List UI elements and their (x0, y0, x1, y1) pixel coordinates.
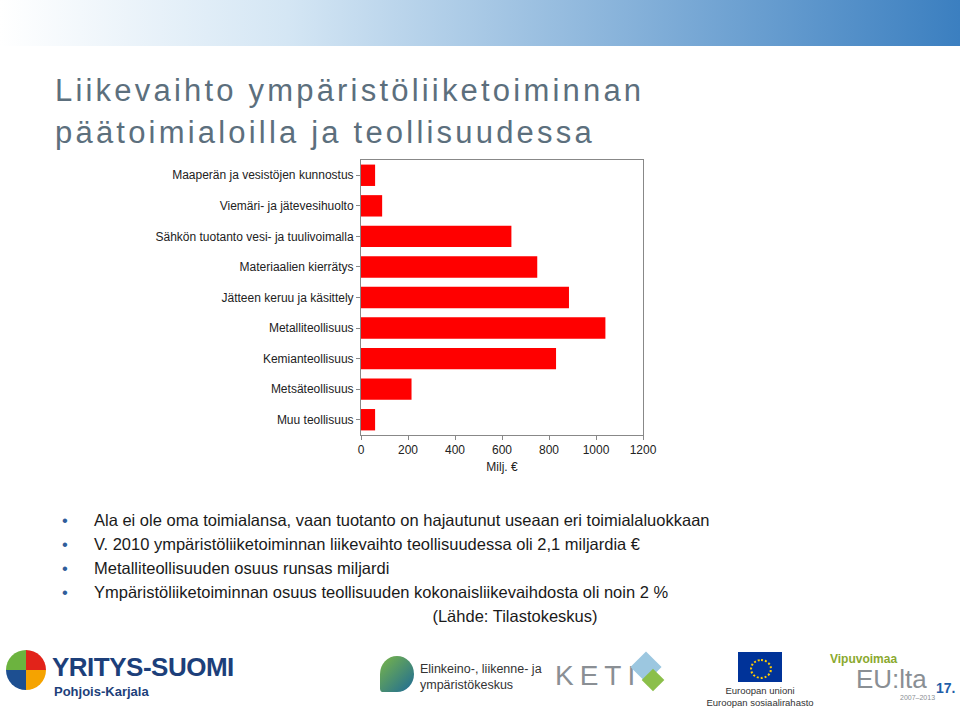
html-text:päätoimialoilla ja teollisuude: päätoimialoilla ja teollisuudessa (55, 115, 595, 150)
html-text:(Lähde: Tilastokeskus): (Lähde: Tilastokeskus) (432, 607, 598, 625)
svg-text:800: 800 (539, 443, 559, 457)
svg-text:Viemäri- ja jätevesihuolto: Viemäri- ja jätevesihuolto (220, 199, 354, 213)
svg-text:Materiaalien kierrätys: Materiaalien kierrätys (240, 260, 354, 274)
html-text:Metalliteollisuuden osuus runs: Metalliteollisuuden osuus runsas miljard… (94, 559, 390, 577)
svg-text:Kemianteollisuus: Kemianteollisuus (263, 352, 354, 366)
html-text:Ympäristöliiketoiminnan osuus: Ympäristöliiketoiminnan osuus teollisuud… (94, 583, 669, 601)
svg-text:Jätteen keruu ja käsittely: Jätteen keruu ja käsittely (222, 291, 354, 305)
svg-text:Metsäteollisuus: Metsäteollisuus (271, 382, 354, 396)
svg-text:Sähkön tuotanto vesi- ja tuuli: Sähkön tuotanto vesi- ja tuulivoimalla (155, 230, 353, 244)
html-text:2007–2013: 2007–2013 (900, 694, 935, 701)
html-text:Vipuvoimaa: Vipuvoimaa (830, 652, 898, 666)
html-text:Liikevaihto ympäristöliiketoim: Liikevaihto ympäristöliiketoiminnan (55, 73, 645, 108)
html-text:ympäristökeskus: ympäristökeskus (420, 678, 514, 692)
html-text:Euroopan unioni: Euroopan unioni (725, 685, 795, 696)
svg-text:Muu teollisuus: Muu teollisuus (277, 413, 354, 427)
svg-text:0: 0 (358, 443, 365, 457)
html-text:KETI: KETI (555, 660, 642, 691)
html-text:Ala ei ole oma toimialansa, va: Ala ei ole oma toimialansa, vaan tuotant… (94, 511, 710, 529)
svg-text:400: 400 (445, 443, 465, 457)
svg-text:200: 200 (398, 443, 418, 457)
html-text:Elinkeino-, liikenne- ja: Elinkeino-, liikenne- ja (420, 662, 542, 676)
svg-text:Maaperän ja vesistöjen kunnost: Maaperän ja vesistöjen kunnostus (172, 168, 353, 182)
html-text:17.: 17. (936, 680, 956, 696)
html-text:V. 2010 ympäristöliiketoiminna: V. 2010 ympäristöliiketoiminnan liikevai… (94, 535, 640, 553)
svg-text:1200: 1200 (630, 443, 657, 457)
svg-text:600: 600 (492, 443, 512, 457)
svg-text:Milj. €: Milj. € (486, 460, 518, 474)
html-text:Pohjois-Karjala: Pohjois-Karjala (54, 684, 149, 699)
html-text:YRITYS-SUOMI: YRITYS-SUOMI (52, 652, 234, 682)
svg-text:1000: 1000 (583, 443, 610, 457)
html-text:EU:lta: EU:lta (856, 664, 927, 694)
svg-text:Metalliteollisuus: Metalliteollisuus (269, 321, 354, 335)
html-text:Euroopan sosiaalirahasto: Euroopan sosiaalirahasto (706, 697, 814, 708)
